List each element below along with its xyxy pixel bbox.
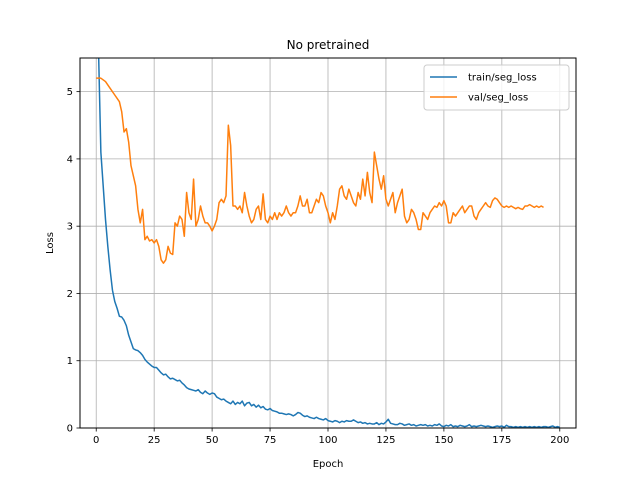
x-tick-label: 25 <box>148 435 161 446</box>
y-axis-label: Loss <box>45 232 56 254</box>
y-tick-label: 0 <box>67 424 73 435</box>
series-line-val <box>96 77 544 264</box>
x-tick-label: 75 <box>264 435 277 446</box>
y-tick-label: 1 <box>67 356 73 367</box>
y-tick-label: 5 <box>67 87 73 98</box>
x-tick-label: 0 <box>93 435 99 446</box>
legend-box <box>423 64 570 111</box>
x-tick-label: 100 <box>318 435 337 446</box>
x-tick-label: 200 <box>550 435 569 446</box>
y-tick-label: 3 <box>67 222 73 233</box>
x-tick-label: 125 <box>376 435 395 446</box>
series-layer <box>96 58 560 428</box>
x-tick-label: 150 <box>434 435 453 446</box>
x-axis-label: Epoch <box>313 459 344 470</box>
axis-ticks: 0 25 50 75 100 125 150 175 200 0 1 2 3 4 5 <box>67 87 570 446</box>
x-tick-label: 175 <box>492 435 511 446</box>
legend: train/seg_loss val/seg_loss <box>423 64 570 111</box>
legend-label: val/seg_loss <box>468 93 528 104</box>
series-line-train <box>97 58 560 428</box>
legend-label: train/seg_loss <box>468 73 537 84</box>
y-tick-label: 4 <box>67 154 73 165</box>
y-tick-label: 2 <box>67 289 73 300</box>
chart-title: No pretrained <box>287 38 370 52</box>
x-tick-label: 50 <box>206 435 219 446</box>
